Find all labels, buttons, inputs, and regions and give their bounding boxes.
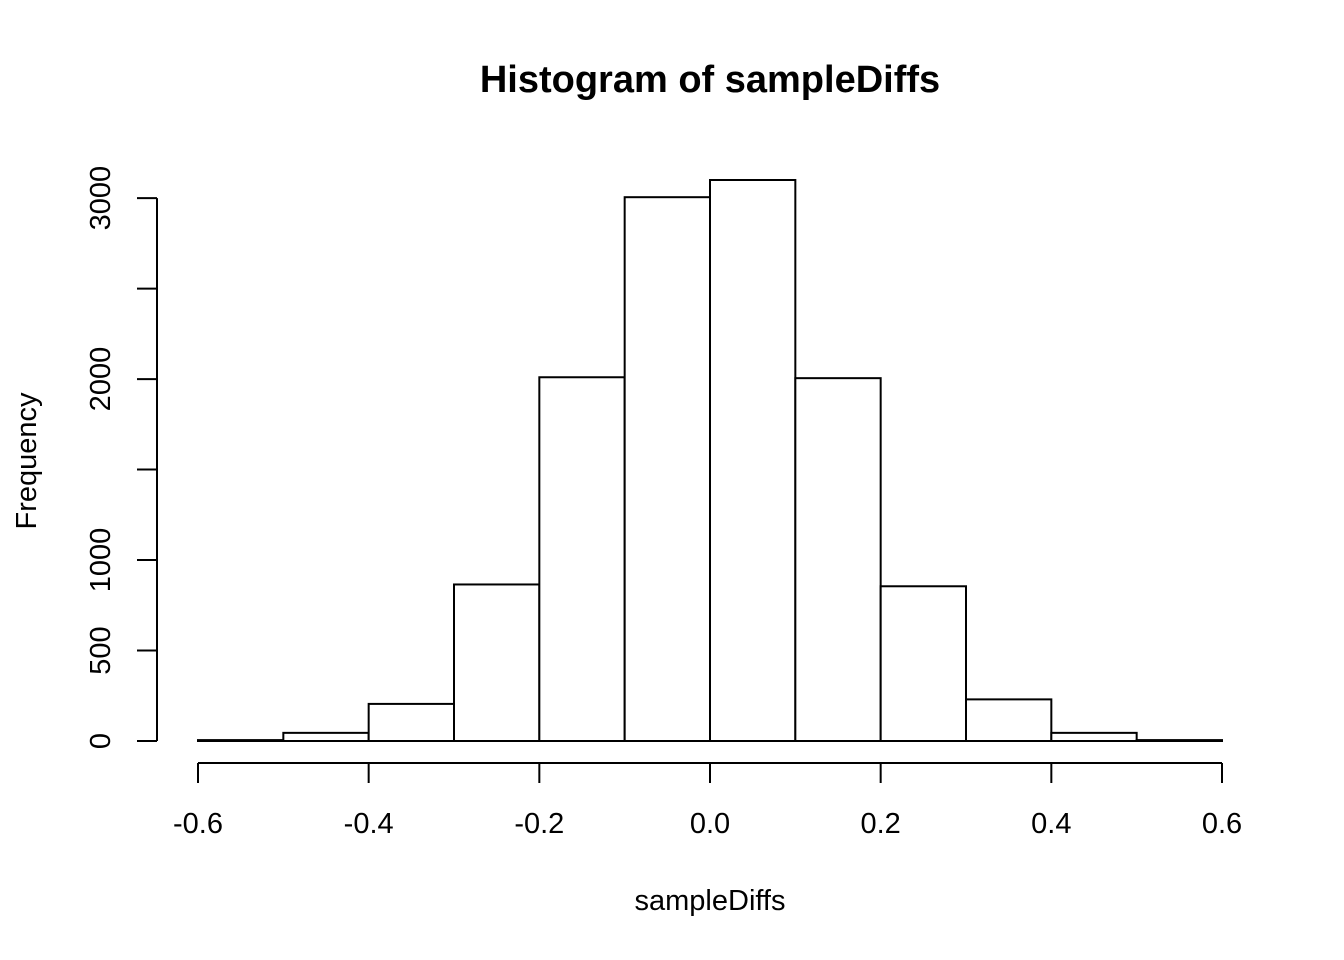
x-tick-label: -0.4	[344, 808, 394, 840]
x-tick-label: 0.4	[1031, 808, 1071, 840]
histogram-bar	[879, 585, 968, 742]
histogram-bar	[1050, 731, 1138, 742]
y-axis: 0 500 1000 2000 3000	[85, 166, 158, 749]
x-axis-label: sampleDiffs	[635, 885, 786, 917]
y-tick-label: 1000	[85, 528, 117, 593]
histogram-bar	[1135, 739, 1223, 742]
y-tick-label: 500	[85, 626, 117, 674]
chart-title: Histogram of sampleDiffs	[480, 59, 940, 101]
histogram-bar	[538, 376, 626, 742]
x-tick-label: 0.2	[861, 808, 901, 840]
histogram-bar	[282, 731, 370, 742]
x-tick-label: 0.0	[690, 808, 730, 840]
y-tick-label: 3000	[85, 166, 117, 231]
histogram-bar	[453, 583, 541, 742]
histogram-bar	[965, 698, 1053, 743]
histogram-bar	[197, 739, 285, 742]
x-axis: -0.6 -0.4 -0.2 0.0 0.2 0.4 0.6	[173, 762, 1242, 840]
histogram-bar	[709, 179, 797, 742]
x-tick-label: 0.6	[1202, 808, 1242, 840]
y-tick-label: 2000	[85, 347, 117, 412]
histogram-bar	[794, 377, 882, 742]
x-tick-label: -0.6	[173, 808, 223, 840]
histogram-bar	[367, 702, 455, 742]
x-tick-label: -0.2	[514, 808, 564, 840]
histogram-bar	[623, 196, 712, 742]
y-axis-label: Frequency	[11, 392, 43, 530]
histogram-bars	[197, 179, 1223, 743]
y-tick-label: 0	[85, 733, 117, 749]
